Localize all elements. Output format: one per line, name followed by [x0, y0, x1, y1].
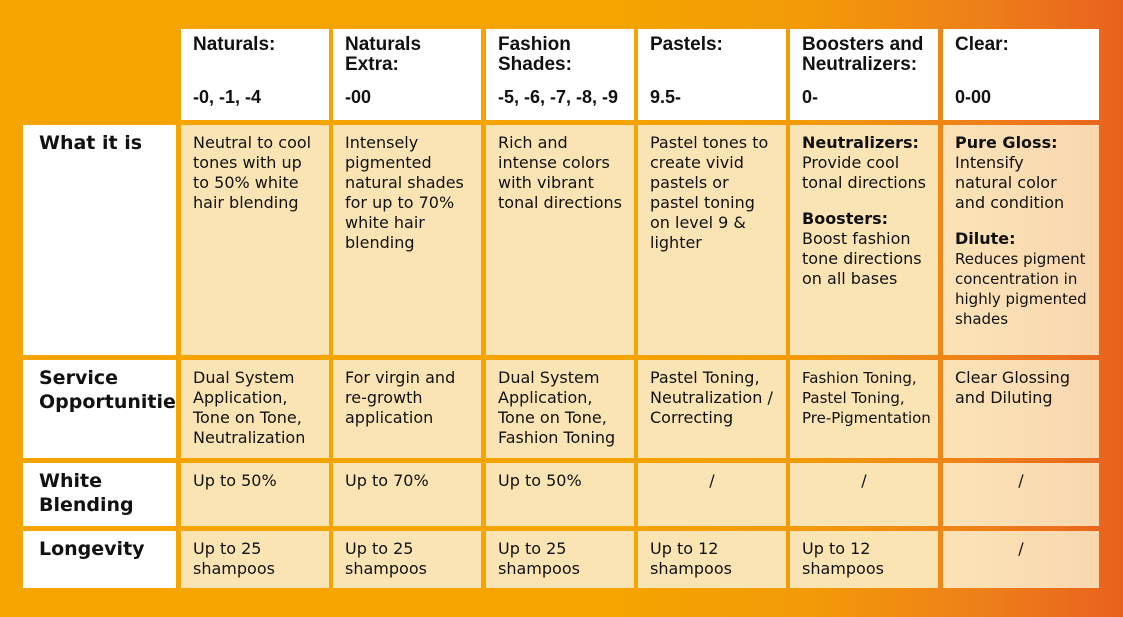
table-cell: Up to 25 shampoos [181, 531, 329, 588]
table-cell: Fashion Toning, Pastel Toning, Pre-Pigme… [790, 360, 938, 458]
column-code: 0-00 [955, 87, 992, 107]
column-header-naturals: Naturals: -0, -1, -4 [181, 29, 329, 120]
boosters-label: Boosters: [802, 209, 889, 228]
dilute-label: Dilute: [955, 229, 1016, 248]
table-cell: / [943, 463, 1099, 526]
table-cell-clear: Pure Gloss: Intensify natural color and … [943, 125, 1099, 355]
column-title: Clear: [955, 34, 1009, 55]
table-cell: / [943, 531, 1099, 588]
pure-gloss-text: Intensify natural color and condition [955, 153, 1065, 212]
table-cell: Up to 50% [181, 463, 329, 526]
table-cell: Pastel Toning, Neutralization / Correcti… [638, 360, 786, 458]
column-header-clear: Clear: 0-00 [943, 29, 1099, 120]
table-cell: Up to 50% [486, 463, 634, 526]
table-cell: Up to 25 shampoos [486, 531, 634, 588]
row-label-text: White Blending [39, 470, 134, 516]
column-code: 0- [802, 87, 819, 107]
column-title: Boosters and Neutralizers: [802, 34, 924, 75]
table-cell-boosters: Neutralizers: Provide cool tonal directi… [790, 125, 938, 355]
column-title: Pastels: [650, 34, 723, 55]
column-header-fashion-shades: Fashion Shades: -5, -6, -7, -8, -9 [486, 29, 634, 120]
boosters-text: Boost fashion tone directions on all bas… [802, 229, 922, 288]
column-header-boosters-neutralizers: Boosters and Neutralizers: 0- [790, 29, 938, 120]
table-cell: Up to 12 shampoos [790, 531, 938, 588]
row-label-text: What it is [39, 132, 143, 154]
spacer [802, 193, 932, 209]
table-cell: Pastel tones to create vivid pastels or … [638, 125, 786, 355]
table-cell: Neutral to cool tones with up to 50% whi… [181, 125, 329, 355]
table-cell: Rich and intense colors with vibrant ton… [486, 125, 634, 355]
column-code: -5, -6, -7, -8, -9 [498, 87, 619, 107]
row-label-text: Service Opportunities [39, 367, 176, 413]
table-cell: Up to 70% [333, 463, 481, 526]
table-cell: Dual System Application, Tone on Tone, N… [181, 360, 329, 458]
row-label-what-it-is: What it is [23, 125, 176, 355]
row-label-white-blending: White Blending [23, 463, 176, 526]
row-label-longevity: Longevity [23, 531, 176, 588]
table-cell: Intensely pigmented natural shades for u… [333, 125, 481, 355]
table-cell: Clear Glossing and Diluting [943, 360, 1099, 458]
spacer [955, 213, 1093, 229]
row-label-text: Longevity [39, 538, 145, 560]
table-cell: Dual System Application, Tone on Tone, F… [486, 360, 634, 458]
column-header-naturals-extra: Naturals Extra: -00 [333, 29, 481, 120]
column-code: -0, -1, -4 [193, 87, 262, 107]
dilute-text: Reduces pigment concentration in highly … [955, 250, 1087, 328]
table-cell: For virgin and re-growth application [333, 360, 481, 458]
column-code: -00 [345, 87, 372, 107]
column-title: Fashion Shades: [498, 34, 572, 75]
neutralizers-label: Neutralizers: [802, 133, 919, 152]
table-cell: Up to 25 shampoos [333, 531, 481, 588]
column-code: 9.5- [650, 87, 682, 107]
neutralizers-text: Provide cool tonal directions [802, 153, 926, 192]
row-label-service-opportunities: Service Opportunities [23, 360, 176, 458]
table-cell: / [790, 463, 938, 526]
table-cell: Up to 12 shampoos [638, 531, 786, 588]
pure-gloss-label: Pure Gloss: [955, 133, 1058, 152]
column-title: Naturals Extra: [345, 34, 422, 75]
column-title: Naturals: [193, 34, 276, 55]
table-cell: / [638, 463, 786, 526]
column-header-pastels: Pastels: 9.5- [638, 29, 786, 120]
